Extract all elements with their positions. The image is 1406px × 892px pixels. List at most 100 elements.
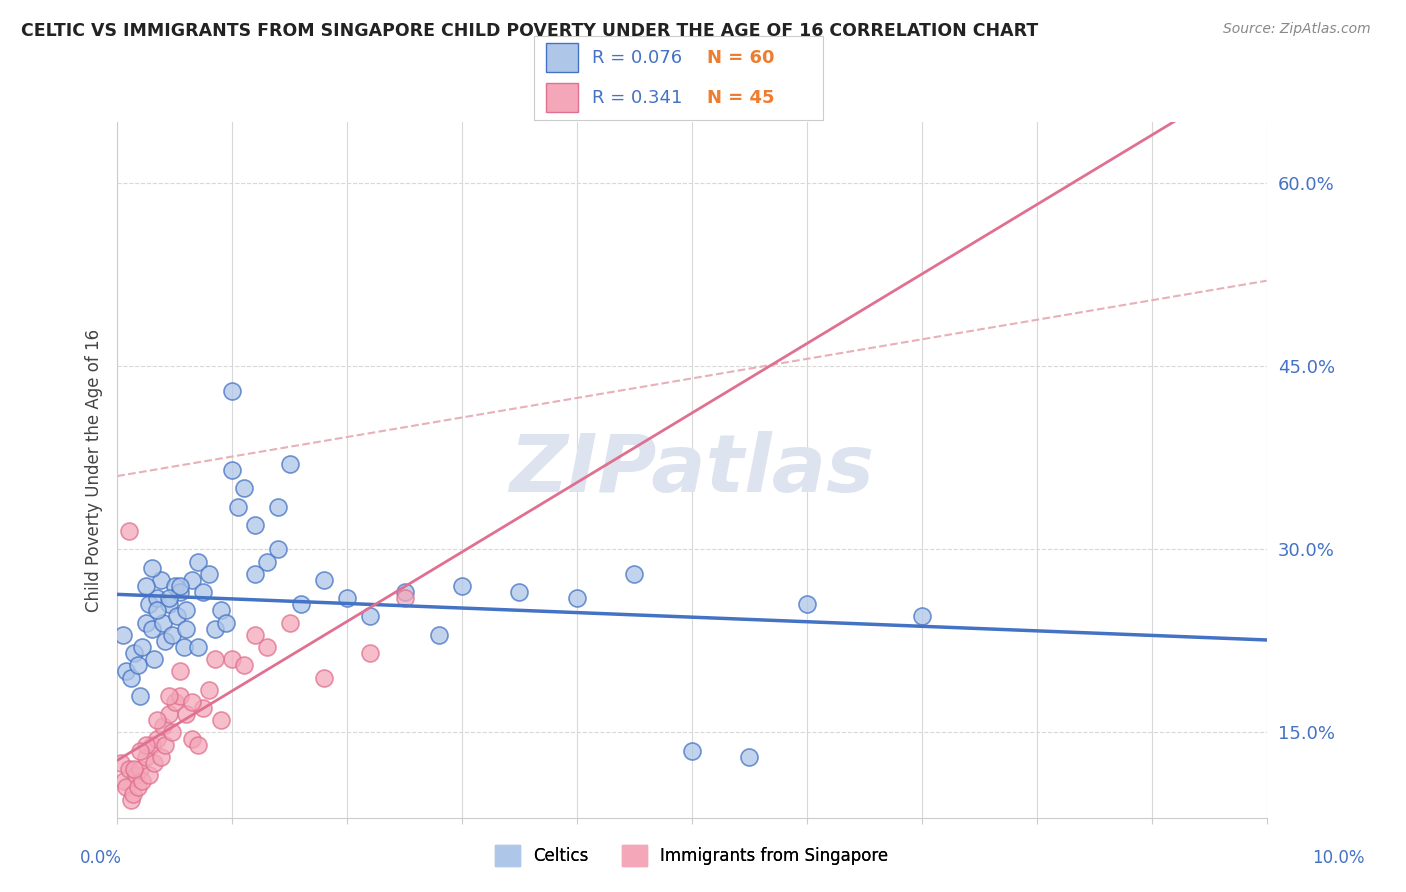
Point (359, 646, 381, 660)
Point (146, 591, 169, 606)
Point (278, 615, 301, 630)
Point (427, 628, 450, 642)
Point (243, 628, 266, 642)
Point (193, 585, 215, 599)
Point (565, 591, 588, 606)
Point (118, 762, 141, 776)
Point (394, 591, 416, 606)
Point (118, 524, 141, 538)
Point (204, 622, 226, 636)
Point (174, 622, 197, 636)
Point (193, 701, 215, 715)
Point (221, 463, 243, 477)
Text: 10.0%: 10.0% (1312, 849, 1365, 867)
Point (129, 689, 152, 703)
Point (143, 756, 166, 770)
Point (110, 756, 132, 770)
Point (180, 573, 202, 587)
Point (141, 738, 163, 752)
Point (451, 579, 474, 593)
Point (174, 603, 197, 617)
Point (198, 566, 221, 581)
Point (146, 713, 169, 727)
Point (290, 597, 312, 611)
Point (157, 591, 180, 606)
Point (141, 622, 163, 636)
Text: N = 45: N = 45 (707, 88, 775, 106)
Text: R = 0.341: R = 0.341 (592, 88, 682, 106)
Point (198, 682, 221, 697)
Point (243, 517, 266, 532)
Point (169, 579, 191, 593)
Point (131, 774, 153, 789)
Point (120, 671, 142, 685)
Point (187, 738, 209, 752)
Point (135, 579, 157, 593)
Point (157, 707, 180, 722)
Text: ZIPatlas: ZIPatlas (509, 431, 875, 509)
Point (135, 738, 157, 752)
FancyBboxPatch shape (546, 44, 578, 72)
Point (115, 780, 138, 795)
Point (180, 695, 202, 709)
Point (226, 500, 249, 514)
Point (135, 750, 157, 764)
Point (256, 555, 278, 569)
Point (120, 792, 142, 806)
Point (267, 500, 290, 514)
Point (681, 744, 703, 758)
Point (169, 689, 191, 703)
Point (122, 787, 145, 801)
Point (911, 609, 934, 624)
Point (149, 750, 172, 764)
Point (267, 542, 290, 557)
Point (623, 566, 645, 581)
Point (232, 481, 254, 495)
Point (115, 665, 138, 679)
Point (166, 609, 188, 624)
Point (169, 585, 191, 599)
Point (180, 731, 202, 746)
Point (135, 615, 157, 630)
Point (796, 597, 818, 611)
Point (209, 713, 232, 727)
Text: CELTIC VS IMMIGRANTS FROM SINGAPORE CHILD POVERTY UNDER THE AGE OF 16 CORRELATIO: CELTIC VS IMMIGRANTS FROM SINGAPORE CHIL… (21, 22, 1039, 40)
Point (336, 591, 359, 606)
Point (111, 628, 134, 642)
Point (157, 689, 180, 703)
Point (169, 665, 191, 679)
Point (162, 628, 184, 642)
Point (173, 640, 195, 654)
Point (394, 585, 416, 599)
Point (124, 768, 146, 782)
Point (124, 646, 146, 660)
Point (155, 738, 177, 752)
Point (157, 597, 180, 611)
Point (243, 566, 266, 581)
Point (221, 652, 243, 666)
Text: R = 0.076: R = 0.076 (592, 49, 682, 67)
Point (155, 633, 177, 648)
Point (187, 555, 209, 569)
Text: Source: ZipAtlas.com: Source: ZipAtlas.com (1223, 22, 1371, 37)
Point (162, 725, 184, 739)
Point (256, 640, 278, 654)
Point (138, 768, 160, 782)
Point (209, 603, 232, 617)
Point (221, 384, 243, 398)
Point (127, 658, 149, 673)
Point (163, 695, 186, 709)
Point (174, 707, 197, 722)
Point (187, 640, 209, 654)
Point (278, 457, 301, 471)
Point (112, 774, 135, 789)
Point (204, 652, 226, 666)
Point (149, 573, 172, 587)
Point (143, 652, 166, 666)
Point (152, 615, 174, 630)
Point (232, 658, 254, 673)
Point (124, 762, 146, 776)
Point (312, 671, 335, 685)
Point (508, 585, 530, 599)
Point (738, 750, 761, 764)
